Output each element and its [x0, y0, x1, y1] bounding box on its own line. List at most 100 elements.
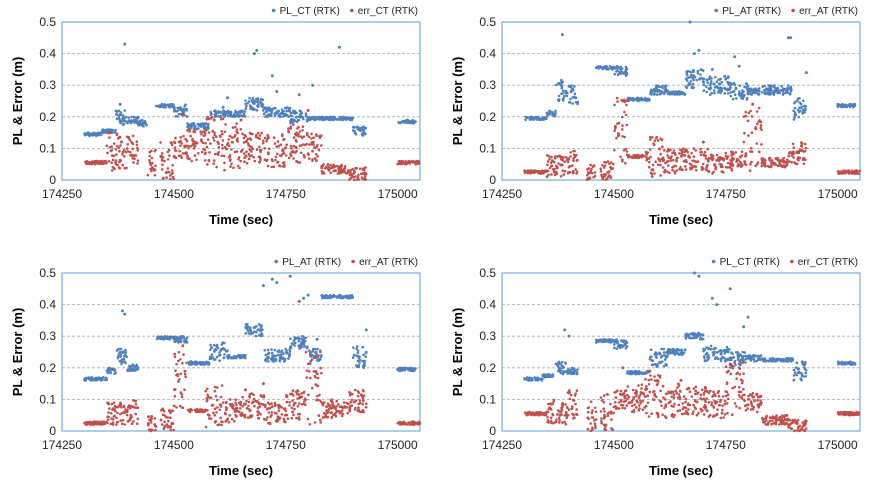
data-point [206, 395, 210, 399]
data-point [106, 415, 109, 418]
data-point [223, 168, 226, 172]
data-point [285, 400, 289, 404]
data-point [225, 407, 228, 410]
data-point [317, 414, 321, 417]
data-point [136, 366, 139, 369]
data-point [303, 400, 306, 403]
data-point [533, 377, 537, 380]
data-point [223, 115, 227, 118]
data-point [340, 163, 343, 167]
data-point [616, 134, 620, 138]
data-point [783, 160, 786, 163]
data-point [345, 296, 349, 299]
data-point [337, 409, 341, 413]
data-point [107, 159, 111, 163]
data-point [300, 111, 304, 115]
data-point [782, 156, 786, 160]
data-point [333, 406, 337, 409]
data-point [551, 113, 554, 117]
data-point [160, 423, 164, 426]
data-point [213, 131, 216, 135]
data-point [802, 156, 805, 160]
data-point [624, 68, 628, 72]
data-point [324, 116, 328, 120]
data-point [223, 161, 226, 165]
data-point [220, 384, 224, 387]
data-point [333, 295, 337, 298]
data-point [297, 135, 300, 138]
data-point [221, 341, 225, 344]
data-point [267, 411, 271, 414]
data-point [666, 170, 669, 173]
data-point [624, 74, 628, 77]
data-point [109, 371, 112, 375]
data-point [308, 423, 312, 426]
data-point [178, 378, 181, 381]
data-point [327, 165, 331, 169]
data-point [361, 396, 364, 399]
data-point [193, 154, 197, 157]
data-point [228, 110, 231, 114]
y-tick-label: 0 [489, 424, 496, 438]
data-point [692, 74, 695, 77]
data-point [291, 399, 294, 402]
data-point [283, 161, 286, 164]
x-tick-label: 174250 [482, 438, 522, 452]
data-point [247, 400, 251, 404]
data-point [205, 118, 209, 121]
data-point [799, 102, 803, 106]
data-point [550, 155, 553, 159]
plot-area [61, 272, 421, 432]
data-point [121, 411, 124, 415]
data-point [301, 128, 304, 132]
data-point [230, 162, 233, 166]
data-point [615, 136, 618, 140]
data-point [320, 354, 323, 357]
data-point [323, 167, 327, 170]
data-point [126, 150, 130, 153]
data-point [106, 366, 110, 370]
data-point [559, 367, 562, 371]
data-point [749, 92, 752, 96]
data-point [316, 376, 320, 380]
data-point [279, 115, 282, 119]
data-point [277, 406, 281, 409]
data-point [187, 144, 190, 148]
data-point [130, 154, 134, 158]
y-tick-label: 0.3 [479, 329, 496, 343]
data-point [620, 115, 624, 119]
data-point [259, 324, 263, 327]
data-point [690, 336, 693, 340]
data-point [268, 422, 272, 426]
data-point [135, 422, 139, 425]
data-point [746, 357, 750, 360]
data-point [613, 103, 616, 107]
data-point [407, 368, 411, 372]
data-point [256, 97, 260, 100]
data-point [230, 148, 233, 151]
data-point [730, 161, 734, 165]
data-point [362, 394, 366, 397]
data-point [192, 124, 195, 127]
data-point [641, 155, 644, 158]
data-point [281, 148, 284, 151]
data-point [299, 342, 303, 346]
data-point [707, 160, 710, 163]
data-point [126, 143, 129, 146]
data-point [672, 165, 676, 168]
data-point [561, 92, 565, 95]
data-point [704, 157, 708, 160]
data-point [601, 176, 605, 180]
data-point [180, 395, 184, 399]
data-point [706, 81, 709, 85]
data-point [266, 407, 270, 410]
data-point [197, 409, 200, 413]
data-point [314, 152, 318, 156]
data-point [629, 98, 632, 102]
data-point [244, 140, 248, 144]
data-point [295, 146, 298, 150]
data-point [205, 399, 209, 403]
data-point [199, 130, 202, 133]
data-point [221, 139, 225, 142]
data-point [796, 108, 800, 112]
